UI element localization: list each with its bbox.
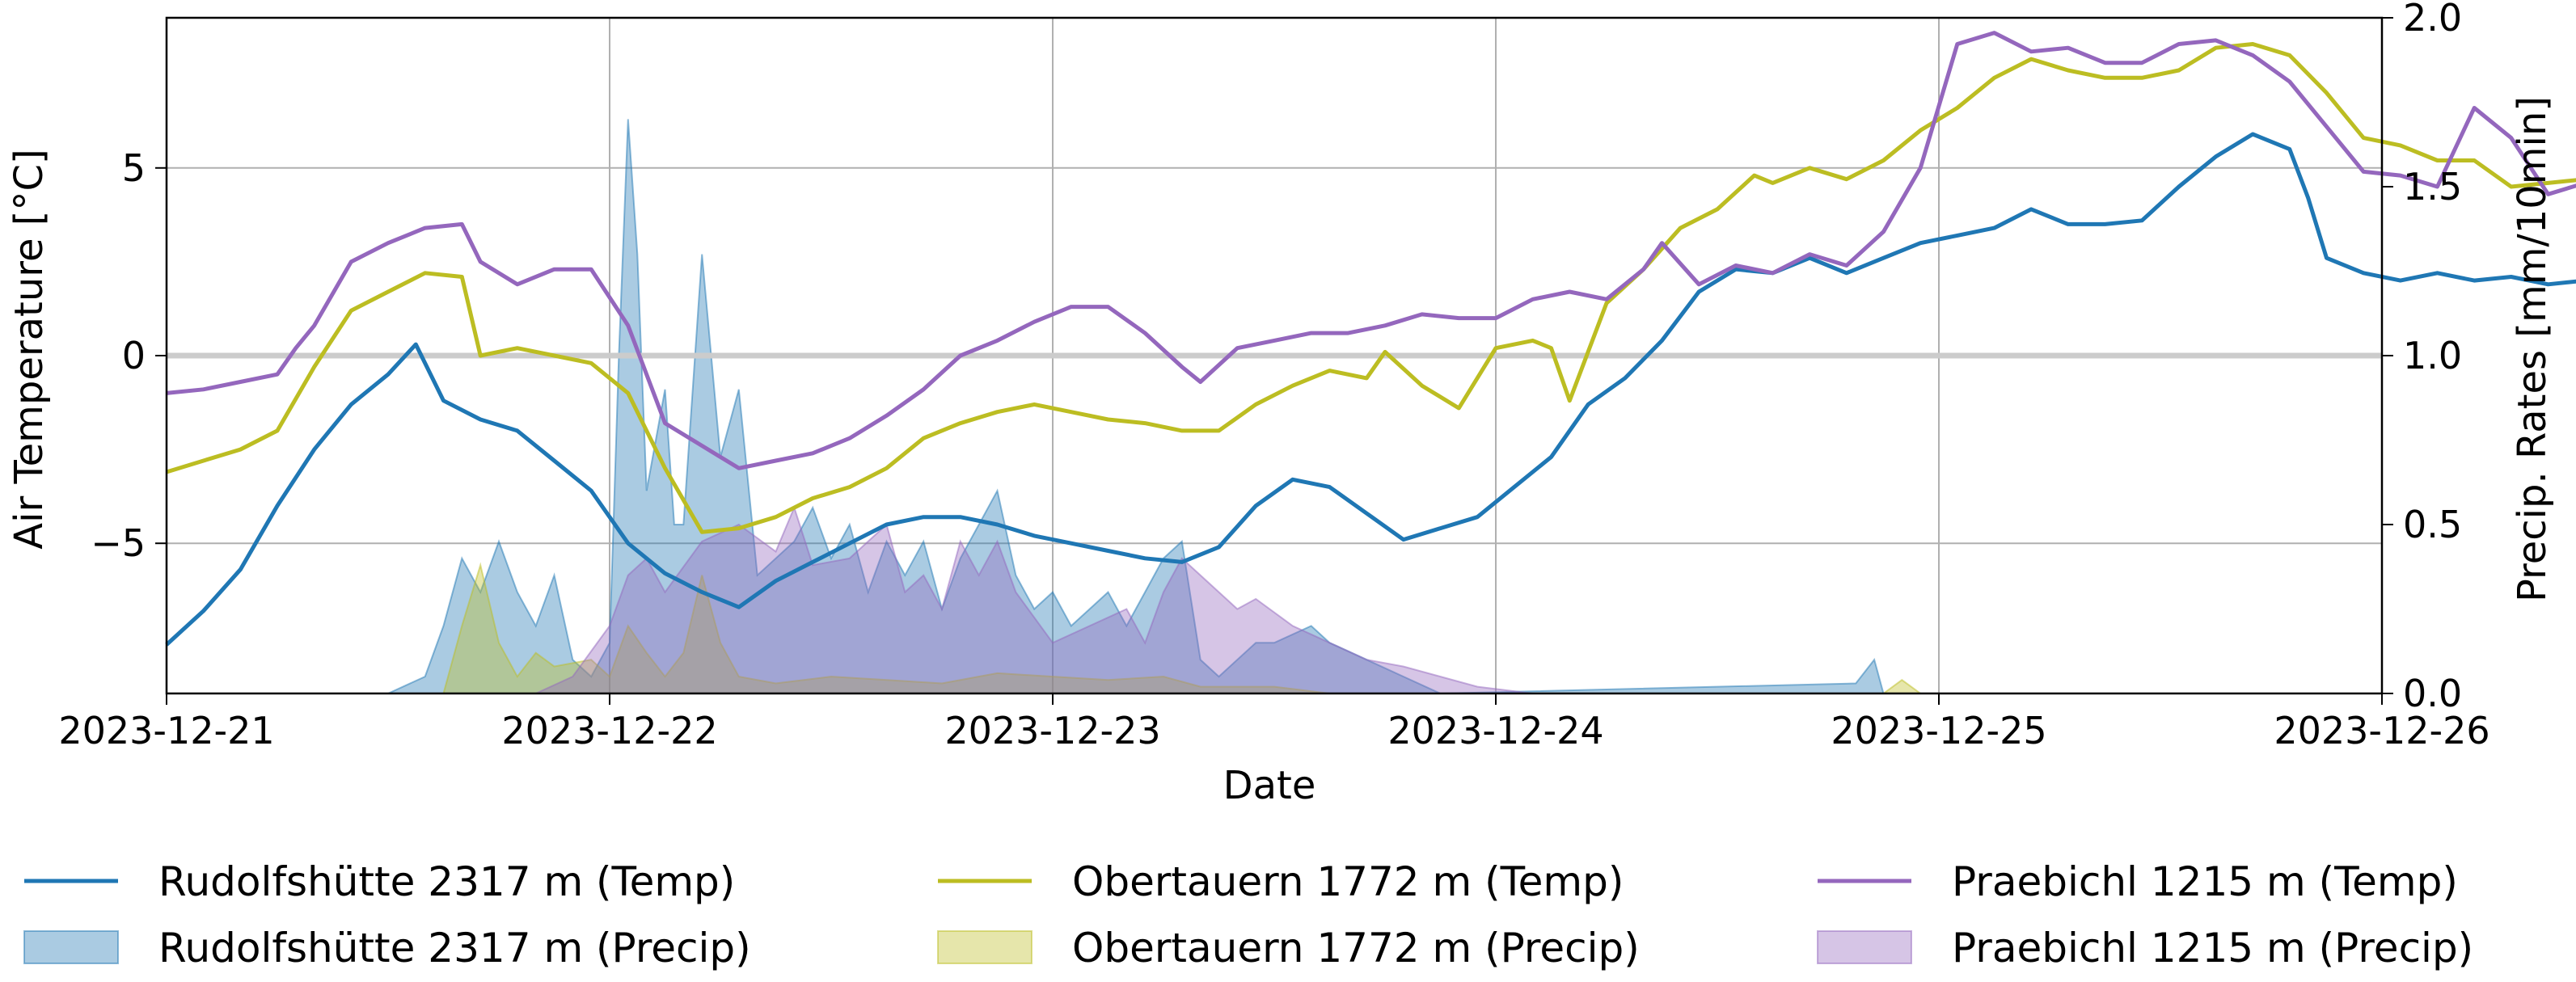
temperature-lines: [165, 31, 2576, 647]
temperature-line: [165, 132, 2576, 647]
legend-entry: Rudolfshütte 2317 m (Precip): [23, 925, 751, 971]
temperature-line: [166, 31, 2576, 470]
y2-tick-label: 1.5: [2403, 165, 2462, 209]
x-axis-title: Date: [1223, 763, 1316, 808]
legend-area-swatch: [23, 930, 119, 964]
legend-entry: Praebichl 1215 m (Precip): [1817, 925, 2473, 971]
legend-entry: Obertauern 1772 m (Precip): [937, 925, 1640, 971]
y-tick-label: 5: [122, 146, 146, 190]
x-tick-label: 2023-12-24: [1387, 709, 1603, 752]
legend-entry: Praebichl 1215 m (Temp): [1818, 858, 2458, 905]
precip-area: [314, 119, 1939, 695]
x-tick-label: 2023-12-25: [1831, 709, 2046, 752]
x-tick-label: 2023-12-21: [58, 709, 274, 752]
y2-tick-label: 0.5: [2403, 503, 2462, 546]
legend-area-swatch: [937, 930, 1033, 964]
precip-area: [442, 562, 1924, 694]
legend-label: Praebichl 1215 m (Precip): [1952, 925, 2473, 971]
legend-label: Rudolfshütte 2317 m (Precip): [158, 925, 751, 971]
legend: Rudolfshütte 2317 m (Temp) Obertauern 177…: [23, 858, 2473, 971]
legend-label: Rudolfshütte 2317 m (Temp): [158, 858, 735, 905]
x-tick-label: 2023-12-23: [944, 709, 1160, 752]
legend-entry: Obertauern 1772 m (Temp): [938, 858, 1624, 905]
legend-area-swatch: [1817, 930, 1912, 964]
y-tick-label: −5: [91, 521, 146, 565]
x-tick-label: 2023-12-22: [501, 709, 717, 752]
axis-ticks: 2023-12-21 2023-12-22 2023-12-23 2023-12-24…: [58, 0, 2489, 752]
x-tick-label: 2023-12-26: [2274, 709, 2489, 752]
y2-tick-label: 0.0: [2403, 672, 2462, 715]
y2-tick-label: 1.0: [2403, 334, 2462, 377]
y2-tick-label: 2.0: [2403, 0, 2462, 40]
temperature-line: [166, 42, 2576, 534]
y-tick-label: 0: [122, 334, 146, 377]
legend-label: Obertauern 1772 m (Precip): [1072, 925, 1640, 971]
legend-label: Praebichl 1215 m (Temp): [1952, 858, 2458, 905]
legend-entry: Rudolfshütte 2317 m (Temp): [24, 858, 735, 905]
y-axis-title: Air Temperature [°C]: [6, 149, 52, 549]
precip-area: [535, 505, 1533, 694]
precip-areas: [314, 119, 1939, 695]
legend-label: Obertauern 1772 m (Temp): [1072, 858, 1624, 905]
y2-axis-title: Precip. Rates [mm/10min]: [2510, 96, 2555, 602]
